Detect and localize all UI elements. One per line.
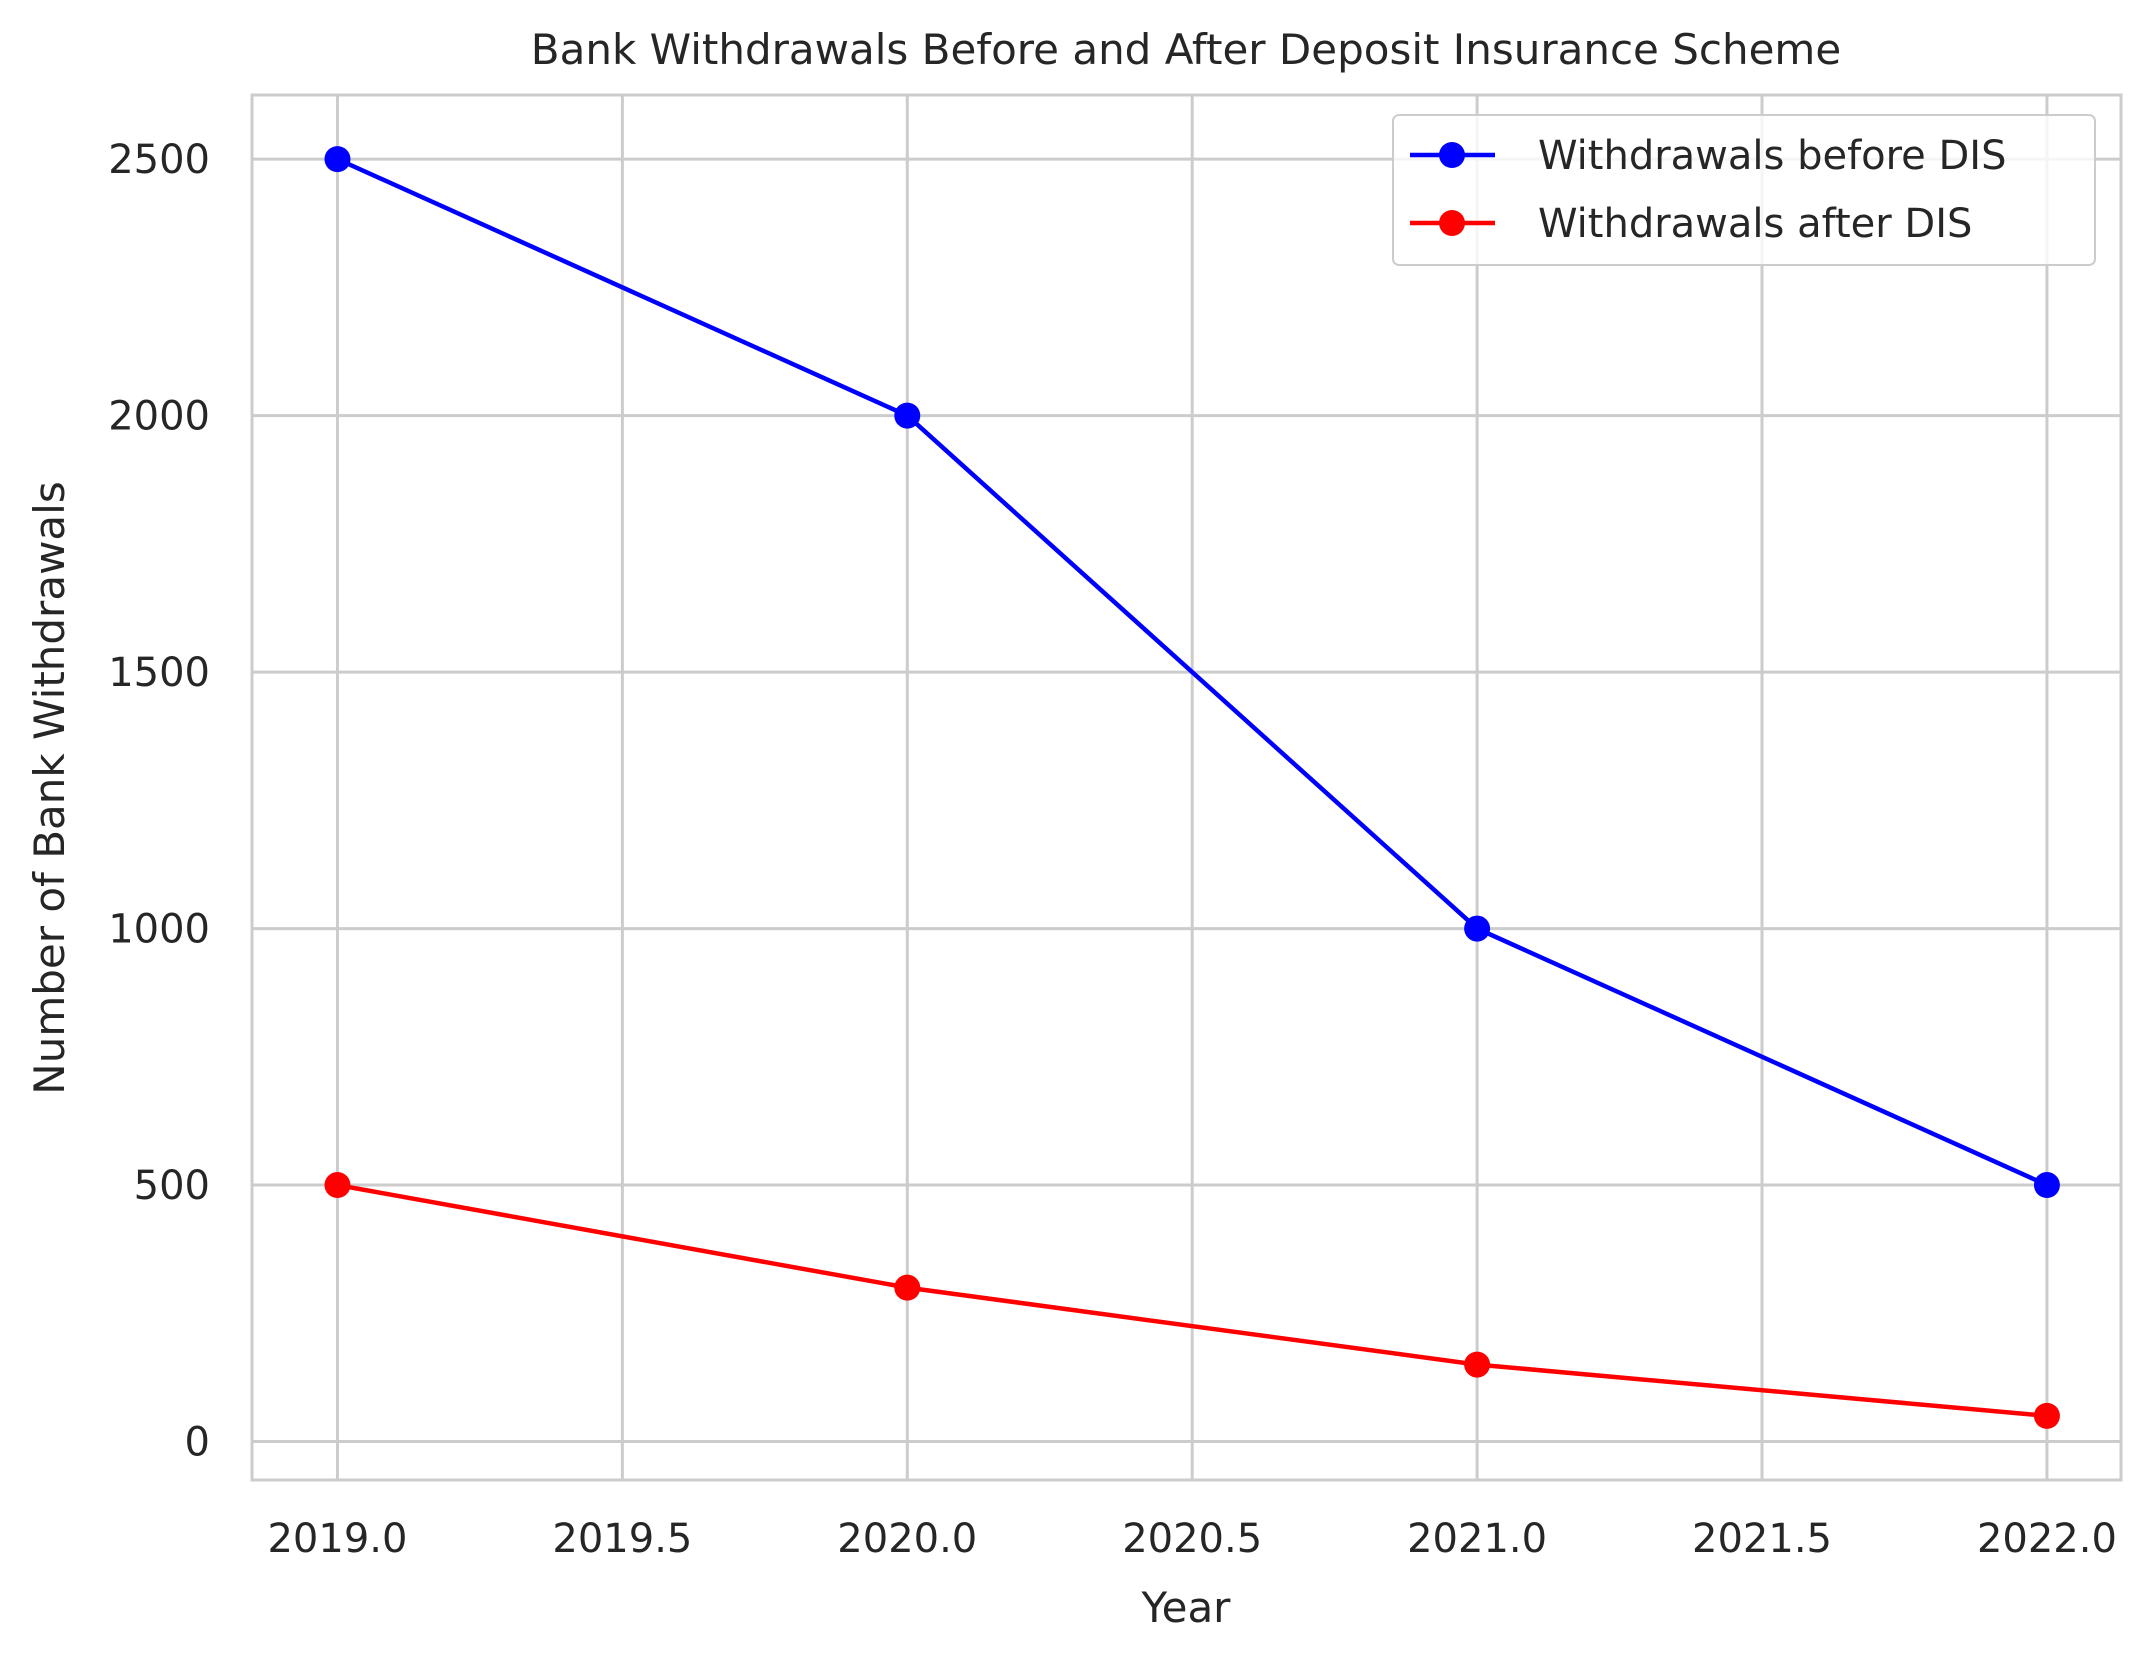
legend-marker bbox=[1439, 142, 1465, 168]
grid bbox=[252, 95, 2121, 1480]
x-tick-label: 2019.0 bbox=[267, 1516, 407, 1562]
y-axis-label: Number of Bank Withdrawals bbox=[25, 481, 74, 1094]
y-tick-label: 1500 bbox=[108, 650, 210, 696]
y-tick-label: 2000 bbox=[108, 394, 210, 440]
legend-label: Withdrawals after DIS bbox=[1538, 201, 1972, 247]
y-tick-label: 1000 bbox=[108, 907, 210, 953]
data-point bbox=[2033, 1172, 2060, 1199]
data-point bbox=[894, 402, 921, 429]
legend-label: Withdrawals before DIS bbox=[1538, 133, 2007, 179]
legend-item: Withdrawals before DIS bbox=[1410, 133, 2007, 179]
data-point bbox=[1464, 1351, 1491, 1378]
legend-marker bbox=[1439, 210, 1465, 236]
series-1 bbox=[324, 146, 2060, 1199]
series-2 bbox=[324, 1172, 2060, 1429]
x-tick-labels: 2019.0 2019.5 2020.0 2020.5 2021.0 2021.5 2022… bbox=[267, 1516, 2116, 1562]
series-layer bbox=[324, 146, 2060, 1429]
plot-area-frame bbox=[250, 93, 2123, 1482]
x-tick-label: 2020.0 bbox=[837, 1516, 977, 1562]
data-point bbox=[1464, 915, 1491, 942]
data-point bbox=[894, 1274, 921, 1301]
y-tick-label: 2500 bbox=[108, 137, 210, 183]
data-point bbox=[324, 1172, 351, 1199]
series-line bbox=[336, 157, 2048, 1188]
y-tick-label: 500 bbox=[134, 1163, 210, 1209]
legend: Withdrawals before DIS Withdrawals after … bbox=[1392, 114, 2096, 266]
y-tick-label: 0 bbox=[185, 1420, 210, 1466]
y-tick-labels: 0 500 1000 1500 2000 2500 bbox=[108, 137, 210, 1465]
data-point bbox=[2033, 1402, 2060, 1429]
data-point bbox=[324, 146, 351, 173]
x-tick-label: 2020.5 bbox=[1122, 1516, 1262, 1562]
chart-title: Bank Withdrawals Before and After Deposi… bbox=[531, 25, 1841, 74]
x-tick-label: 2022.0 bbox=[1977, 1516, 2117, 1562]
series-line bbox=[337, 1182, 2048, 1419]
legend-box bbox=[1392, 114, 2096, 266]
x-tick-label: 2019.5 bbox=[552, 1516, 692, 1562]
x-tick-label: 2021.0 bbox=[1407, 1516, 1547, 1562]
legend-item: Withdrawals after DIS bbox=[1410, 201, 1972, 247]
x-tick-label: 2021.5 bbox=[1692, 1516, 1832, 1562]
x-axis-label: Year bbox=[1141, 1583, 1232, 1632]
